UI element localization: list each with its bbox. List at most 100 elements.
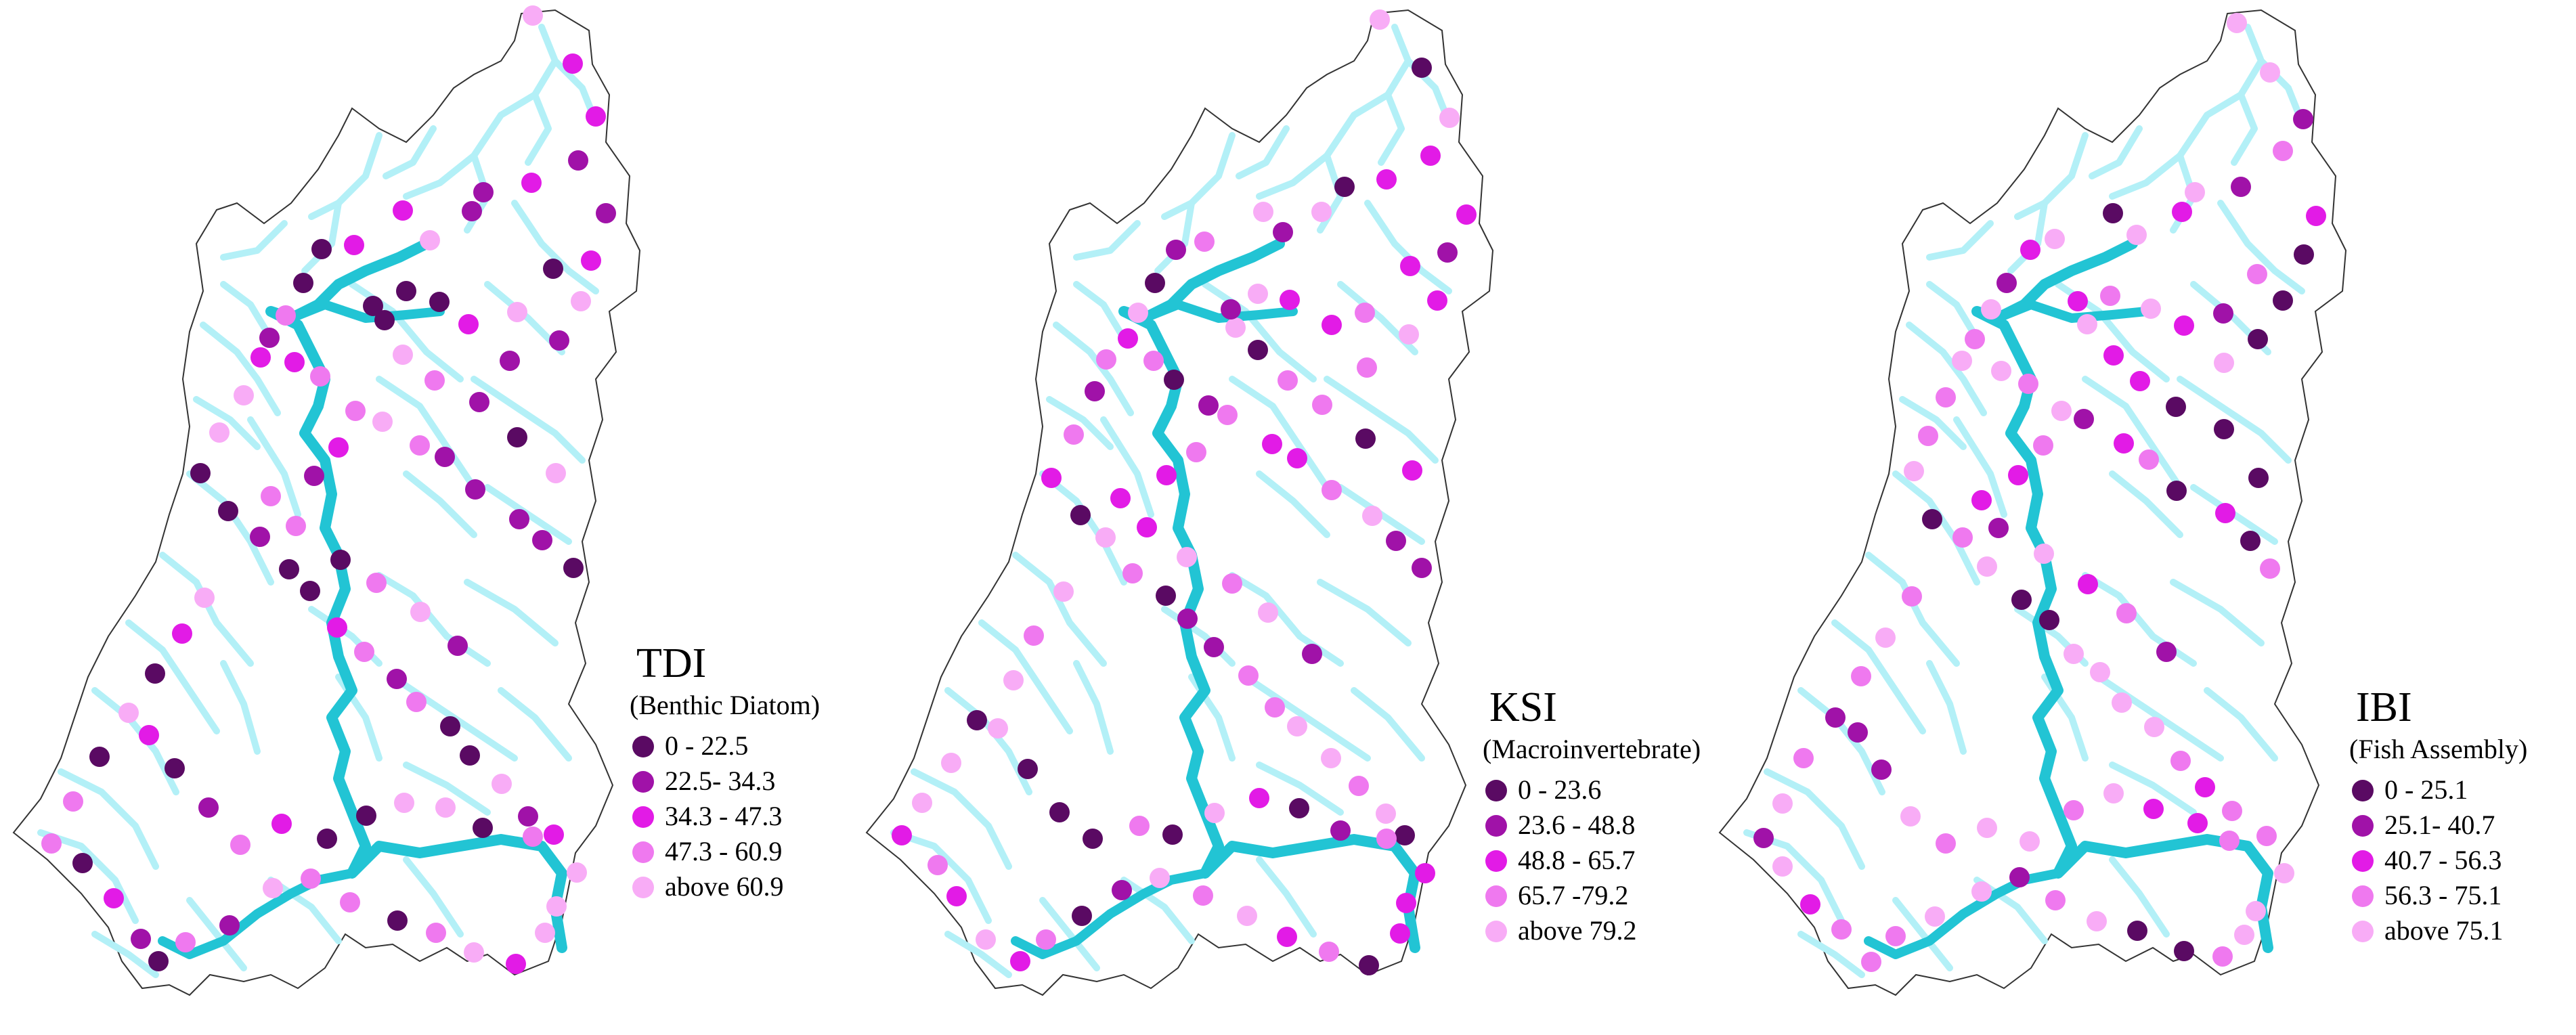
sampling-site	[946, 886, 967, 906]
sampling-site	[1110, 488, 1131, 508]
legend-label: 0 - 25.1	[2384, 774, 2468, 805]
sampling-site	[1156, 465, 1177, 485]
legend-swatch	[2352, 885, 2374, 907]
legend-label: above 75.1	[2384, 915, 2504, 946]
sampling-site	[473, 818, 493, 838]
sampling-site	[1096, 349, 1116, 370]
sampling-site	[363, 296, 383, 316]
sampling-site	[571, 291, 591, 311]
sampling-site	[1162, 824, 1183, 845]
sampling-site	[1217, 405, 1238, 425]
sampling-site	[1376, 803, 1396, 824]
sampling-site	[366, 573, 387, 593]
sampling-site	[507, 427, 527, 447]
sampling-site	[1925, 906, 1945, 927]
sampling-site	[1145, 273, 1165, 293]
sampling-site	[549, 330, 569, 351]
sampling-site	[1420, 146, 1441, 166]
sampling-site	[927, 855, 948, 875]
sampling-site	[372, 412, 393, 432]
sampling-site	[420, 230, 440, 250]
sampling-site	[440, 716, 460, 736]
sampling-site	[1095, 527, 1116, 548]
sampling-site	[2068, 291, 2088, 311]
sampling-site	[2231, 177, 2251, 197]
sampling-site	[1952, 527, 1973, 548]
sampling-site	[1177, 609, 1198, 629]
sampling-site	[1118, 328, 1138, 349]
sampling-site	[1359, 955, 1379, 975]
sampling-site	[1238, 665, 1259, 686]
sampling-site	[1311, 202, 1332, 222]
sampling-site	[2141, 299, 2161, 319]
legend-label: 0 - 22.5	[665, 730, 748, 761]
sampling-site	[1952, 351, 1972, 371]
sampling-site	[286, 516, 306, 536]
sampling-site	[1198, 395, 1219, 416]
sampling-site	[2051, 401, 2072, 421]
sampling-site	[2045, 229, 2065, 249]
sampling-site	[1253, 202, 1273, 222]
sampling-site	[1861, 952, 1881, 972]
sampling-site	[311, 239, 332, 259]
sampling-site	[2172, 202, 2192, 222]
legend-swatch	[2352, 780, 2374, 801]
sampling-site	[1900, 806, 1921, 827]
sampling-site	[89, 747, 110, 767]
sampling-site	[2087, 911, 2107, 931]
sampling-site	[2139, 449, 2159, 470]
sampling-site	[198, 797, 219, 818]
sampling-site	[190, 463, 211, 483]
sampling-site	[327, 617, 347, 638]
sampling-site	[2130, 371, 2150, 391]
legend-swatch	[2352, 921, 2374, 942]
sampling-site	[2034, 544, 2054, 564]
sampling-site	[2114, 433, 2134, 454]
sampling-site	[1083, 829, 1103, 849]
sampling-site	[1321, 748, 1341, 768]
sampling-site	[263, 878, 283, 898]
sampling-site	[1427, 290, 1447, 311]
sampling-site	[2103, 203, 2123, 223]
sampling-site	[1221, 299, 1241, 320]
sampling-site	[1237, 906, 1257, 926]
sampling-site	[2187, 813, 2208, 833]
sampling-site	[2214, 353, 2234, 373]
sampling-site	[506, 954, 526, 974]
sampling-site	[394, 793, 414, 813]
sampling-site	[1204, 803, 1225, 823]
sampling-site	[509, 509, 529, 529]
sampling-site	[1128, 303, 1148, 323]
sampling-site	[1248, 340, 1268, 360]
sampling-site	[2127, 921, 2147, 941]
sampling-site	[1277, 927, 1297, 947]
sampling-site	[1064, 424, 1084, 445]
sampling-site	[426, 923, 446, 943]
sampling-site	[1186, 442, 1206, 462]
sampling-site	[2274, 863, 2294, 883]
sampling-site	[563, 53, 583, 74]
sampling-site	[2033, 435, 2053, 456]
sampling-site	[2074, 409, 2094, 429]
sampling-site	[1400, 256, 1420, 276]
legend-title: KSI	[1489, 684, 1557, 730]
sampling-site	[521, 173, 542, 193]
sampling-site	[544, 824, 564, 845]
legend-label: above 60.9	[665, 871, 784, 902]
sampling-site	[518, 806, 538, 827]
sampling-site	[139, 725, 159, 745]
sampling-site	[988, 718, 1008, 739]
sampling-site	[2143, 799, 2164, 819]
sampling-site	[1287, 716, 1307, 736]
sampling-site	[892, 825, 912, 845]
sampling-site	[271, 814, 292, 834]
sampling-site	[1386, 531, 1406, 551]
sampling-site	[104, 888, 124, 908]
sampling-site	[1977, 818, 1997, 838]
sampling-site	[1137, 517, 1157, 537]
sampling-site	[1334, 177, 1355, 197]
sampling-site	[393, 200, 413, 221]
legend-label: 48.8 - 65.7	[1518, 845, 1635, 875]
legend-ibi: IBI (Fish Assembly) 0 - 25.1 25.1- 40.7 40.7…	[2349, 684, 2527, 946]
sampling-site	[1412, 58, 1432, 78]
